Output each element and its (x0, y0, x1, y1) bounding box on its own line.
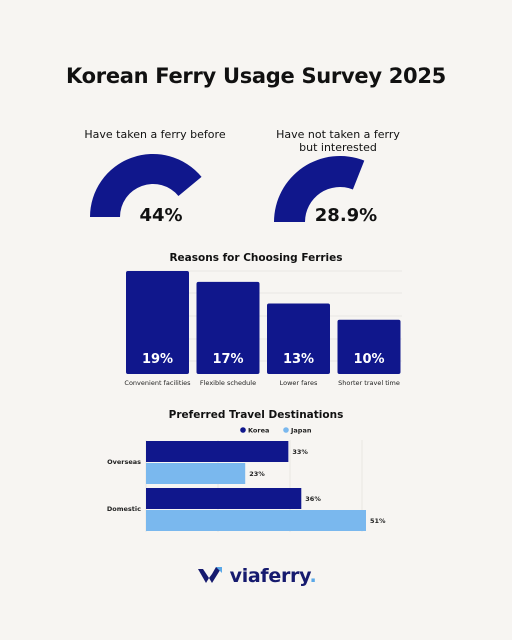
gauge-2-label-line2: but interested (299, 141, 377, 154)
reasons-category-label: Flexible schedule (200, 379, 256, 387)
destinations-bar-value-label: 51% (370, 517, 386, 525)
reasons-category-label: Shorter travel time (338, 379, 400, 387)
gauge-1-label: Have taken a ferry before (60, 128, 250, 141)
destinations-bar-value-label: 36% (305, 495, 321, 503)
legend-swatch (240, 427, 246, 433)
destinations-bar-value-label: 23% (249, 470, 265, 478)
gauge-1-label-text: Have taken a ferry before (84, 128, 226, 141)
gauge-1-arc (90, 154, 202, 217)
gauge-2-label-line1: Have not taken a ferry (276, 128, 400, 141)
destinations-bar (146, 510, 366, 531)
destinations-category-label: Overseas (107, 458, 141, 466)
logo-dot: . (309, 565, 317, 587)
legend-label: Japan (290, 427, 312, 435)
destinations-bar (146, 463, 246, 484)
reasons-bar-value-label: 19% (142, 352, 173, 367)
reasons-bar-value-label: 10% (353, 352, 384, 367)
gauge-2-label: Have not taken a ferry but interested (248, 128, 428, 154)
legend-label: Korea (248, 427, 269, 435)
gauge-1-value: 44% (139, 205, 183, 226)
logo-text: viaferry. (230, 565, 317, 587)
reasons-bar (196, 281, 260, 374)
brand-logo: viaferry. (0, 565, 512, 587)
reasons-bar (337, 319, 401, 374)
reasons-bar-value-label: 17% (212, 352, 243, 367)
destinations-bar (146, 441, 289, 462)
logo-text-main: viaferry (229, 565, 310, 587)
destinations-chart-title: Preferred Travel Destinations (168, 409, 344, 421)
reasons-bar (267, 303, 330, 374)
legend-swatch (283, 427, 289, 433)
reasons-category-label: Convenient facilities (124, 379, 191, 387)
gauge-2-arc (274, 156, 365, 222)
reasons-bar-value-label: 13% (283, 352, 314, 367)
destinations-bar (146, 488, 302, 509)
page-title: Korean Ferry Usage Survey 2025 (66, 64, 446, 88)
viaferry-arrow-logo-icon (197, 567, 222, 583)
reasons-bar (126, 271, 189, 374)
reasons-category-label: Lower fares (280, 379, 318, 387)
destinations-bar-value-label: 33% (292, 448, 308, 456)
destinations-category-label: Domestic (107, 505, 141, 513)
gauge-2-value: 28.9% (314, 205, 378, 226)
reasons-chart-title: Reasons for Choosing Ferries (169, 252, 343, 264)
